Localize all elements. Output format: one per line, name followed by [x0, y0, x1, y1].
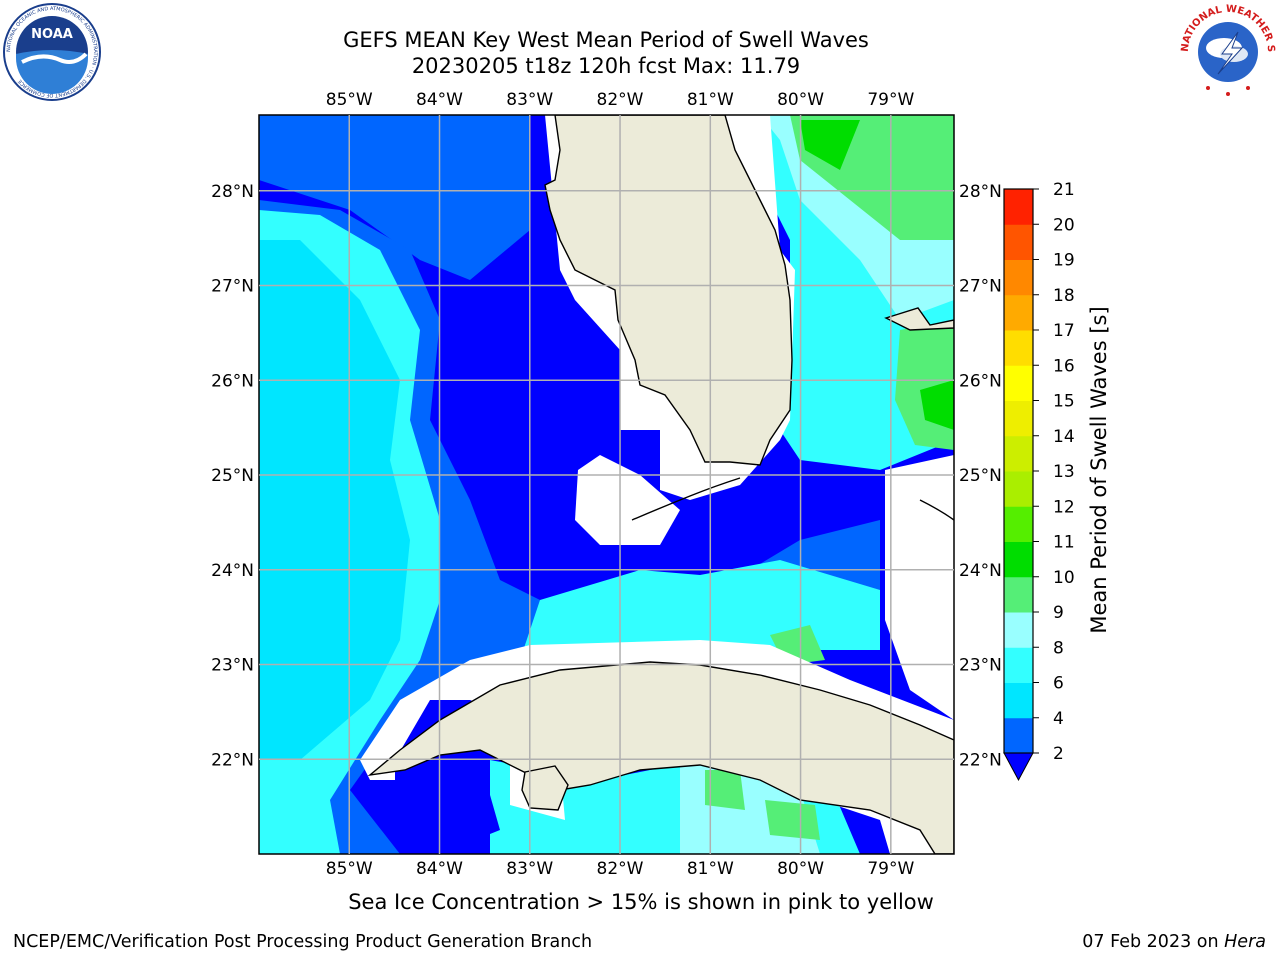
colorbar-tick-label: 17: [1053, 321, 1075, 341]
colorbar-tick-label: 16: [1053, 356, 1075, 376]
colorbar-tick-label: 8: [1053, 638, 1064, 658]
graticule: [259, 115, 954, 854]
period-10-11s-east: [920, 380, 954, 430]
lon-label-top: 81°W: [687, 90, 734, 110]
colorbar-segment: [1004, 365, 1033, 401]
colorbar-segment: [1004, 647, 1033, 683]
period-4-6s-west: [259, 240, 410, 760]
coastlines: [367, 115, 954, 854]
colorbar-segment: [1004, 435, 1033, 472]
lon-label-top: 85°W: [326, 90, 373, 110]
map-frame: [258, 114, 955, 855]
colorbar-segment: [1004, 189, 1033, 225]
grand-bahama: [884, 307, 954, 331]
lat-label-left: 22°N: [211, 750, 254, 770]
colorbar-segment: [1004, 576, 1033, 613]
lon-label-top: 79°W: [867, 90, 914, 110]
period-9-10s-southeast: [765, 800, 820, 840]
lat-labels-left: 28°N 27°N 26°N 25°N 24°N 23°N 22°N: [211, 182, 254, 770]
lon-label-bottom: 81°W: [687, 859, 734, 879]
lat-label-right: 25°N: [959, 466, 1002, 486]
period-2-4s-north: [259, 115, 530, 280]
colorbar-tick-label: 11: [1053, 533, 1075, 553]
swell-period-field: [259, 115, 954, 854]
florida-keys: [631, 477, 954, 521]
lat-label-right: 24°N: [959, 561, 1002, 581]
lat-label-left: 24°N: [211, 561, 254, 581]
date-prefix: 07 Feb 2023 on: [1082, 932, 1225, 952]
lat-label-left: 25°N: [211, 466, 254, 486]
colorbar-segment: [1004, 259, 1033, 296]
lat-label-right: 23°N: [959, 656, 1002, 676]
lat-label-left: 27°N: [211, 277, 254, 297]
cuba: [367, 661, 954, 854]
colorbar-tick-label: 9: [1053, 603, 1064, 623]
noaa-logo-text: NOAA: [31, 27, 73, 42]
nws-logo: NATIONAL WEATHER SERVICE: [1178, 2, 1276, 100]
colorbar-tick-label: 6: [1053, 674, 1064, 694]
colorbar-segment: [1004, 471, 1033, 507]
credit: NCEP/EMC/Verification Post Processing Pr…: [13, 932, 593, 952]
lon-label-bottom: 82°W: [597, 859, 644, 879]
colorbar-tick-label: 10: [1053, 568, 1075, 588]
lat-labels-right: 28°N 27°N 26°N 25°N 24°N 23°N 22°N: [959, 182, 1002, 770]
colorbar-under-triangle: [1003, 752, 1034, 782]
colorbar-segment: [1004, 612, 1033, 648]
colorbar-segment: [1004, 294, 1033, 331]
lon-label-top: 82°W: [597, 90, 644, 110]
lat-label-left: 28°N: [211, 182, 254, 202]
colorbar-tick-label: 19: [1053, 251, 1075, 271]
date-stamp: 07 Feb 2023 on Hera: [1082, 932, 1266, 952]
lon-labels-top: 85°W 84°W 83°W 82°W 81°W 80°W 79°W: [326, 90, 915, 110]
colorbar-tick-label: 14: [1053, 427, 1075, 447]
lon-label-top: 84°W: [416, 90, 463, 110]
period-9-10s-south: [705, 770, 745, 810]
lat-label-right: 22°N: [959, 750, 1002, 770]
isla-de-la-juventud: [521, 765, 569, 811]
lon-label-top: 80°W: [777, 90, 824, 110]
colorbar-segment: [1004, 682, 1033, 719]
colorbar: [1003, 188, 1034, 782]
florida-peninsula: [544, 115, 793, 466]
colorbar-tick-label: 21: [1053, 180, 1075, 200]
period-10-11s-north: [800, 120, 860, 170]
colorbar-segment: [1004, 330, 1033, 366]
colorbar-tick-label: 13: [1053, 462, 1075, 482]
lon-label-bottom: 84°W: [416, 859, 463, 879]
colorbar-tick-label: 12: [1053, 497, 1075, 517]
lon-label-top: 83°W: [506, 90, 553, 110]
colorbar-segment: [1004, 717, 1033, 754]
colorbar-tick-label: 15: [1053, 392, 1075, 412]
colorbar-segment: [1004, 224, 1033, 260]
colorbar-segment: [1004, 541, 1033, 578]
lon-label-bottom: 85°W: [326, 859, 373, 879]
date-machine: Hera: [1224, 932, 1266, 952]
lat-label-left: 23°N: [211, 656, 254, 676]
lat-label-left: 26°N: [211, 371, 254, 391]
lon-label-bottom: 80°W: [777, 859, 824, 879]
colorbar-ticks: 2 4 6 8 9 10 11 12 13 14 15 16 17 18 19 20 21: [1033, 180, 1075, 764]
colorbar-tick-label: 2: [1053, 744, 1064, 764]
colorbar-segment: [1004, 400, 1033, 437]
lon-label-bottom: 83°W: [506, 859, 553, 879]
chart-subtitle: 20230205 t18z 120h fcst Max: 11.79: [411, 54, 801, 78]
lat-label-right: 28°N: [959, 182, 1002, 202]
lat-label-right: 27°N: [959, 277, 1002, 297]
lon-labels-bottom: 85°W 84°W 83°W 82°W 81°W 80°W 79°W: [326, 859, 915, 879]
colorbar-label: Mean Period of Swell Waves [s]: [1087, 306, 1111, 633]
colorbar-segment: [1004, 506, 1033, 542]
lon-label-bottom: 79°W: [867, 859, 914, 879]
colorbar-tick-label: 4: [1053, 709, 1064, 729]
noaa-logo: NATIONAL OCEANIC AND ATMOSPHERIC ADMINIS…: [3, 3, 101, 101]
colorbar-tick-label: 20: [1053, 215, 1075, 235]
footnote: Sea Ice Concentration > 15% is shown in …: [348, 890, 934, 914]
lat-label-right: 26°N: [959, 371, 1002, 391]
colorbar-tick-label: 18: [1053, 286, 1075, 306]
chart-title: GEFS MEAN Key West Mean Period of Swell …: [343, 28, 869, 52]
